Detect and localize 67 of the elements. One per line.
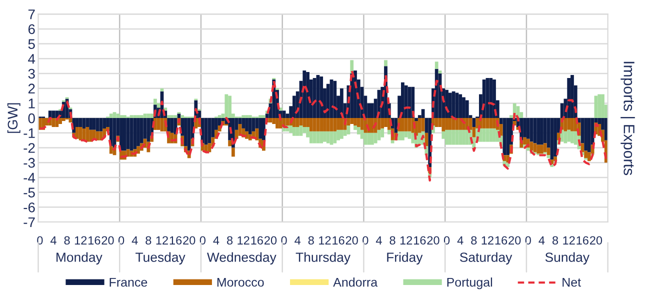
- y-tick-label: -1: [24, 128, 35, 138]
- x-tick-label: 12: [156, 236, 168, 244]
- x-tick-label: 0: [37, 236, 43, 245]
- text: Monday: [56, 252, 102, 265]
- x-tick-label: 16: [332, 236, 344, 245]
- x-tick-label: 8: [308, 236, 314, 245]
- text: Tuesday: [136, 252, 186, 265]
- y-tick-label: 6: [28, 24, 35, 34]
- x-tick-label: 16: [495, 236, 508, 245]
- legend-label: Andorra: [333, 278, 378, 287]
- x-tick-label: 8: [146, 236, 152, 245]
- x-tick-label: 12: [74, 236, 87, 244]
- x-tick-label: 8: [390, 236, 396, 245]
- x-tick-label: 4: [376, 236, 382, 244]
- x-tick-label: 16: [576, 236, 588, 245]
- x-tick-label: 8: [471, 236, 477, 245]
- x-tick-label: 4: [213, 236, 220, 244]
- y-tick-label: -5: [24, 188, 35, 198]
- x-tick-label: 20: [427, 236, 440, 245]
- text: Saturday: [460, 252, 512, 265]
- y-tick-label: -2: [24, 143, 35, 153]
- x-tick-label: 20: [264, 236, 277, 245]
- y-tick-label: 2: [28, 84, 35, 94]
- legend-label: Morocco: [217, 278, 264, 287]
- y-tick-label: 3: [28, 68, 35, 79]
- legend-label: France: [110, 278, 148, 287]
- x-tick-label: 20: [346, 236, 358, 245]
- y-tick-label: 1: [28, 98, 35, 108]
- x-tick-label: 4: [538, 236, 545, 244]
- text: Wednesday: [206, 252, 276, 265]
- text: Friday: [387, 252, 423, 265]
- x-tick-label: 8: [64, 236, 70, 245]
- x-tick-label: 20: [508, 236, 521, 245]
- x-tick-label: 0: [281, 236, 287, 245]
- y-tick-label: -4: [24, 172, 36, 182]
- y-tick-label: 4: [28, 54, 36, 64]
- y-tick-label: 7: [28, 10, 35, 20]
- y-tick-label: -3: [24, 158, 35, 168]
- x-tick-label: 16: [88, 236, 100, 245]
- x-tick-label: 20: [590, 236, 602, 245]
- x-tick-label: 12: [482, 236, 494, 244]
- y-tick-label: 0: [28, 113, 35, 124]
- text: Sunday: [545, 252, 590, 265]
- y-tick-label: -7: [24, 217, 35, 228]
- x-tick-label: 20: [102, 236, 114, 245]
- x-tick-label: 12: [400, 236, 412, 244]
- x-tick-label: 8: [227, 236, 233, 245]
- legend-label: Portugal: [447, 278, 492, 290]
- x-tick-label: 4: [457, 236, 464, 244]
- y-axis-title: [GW]: [7, 103, 20, 133]
- x-tick-label: 0: [362, 236, 368, 245]
- y2-axis-title: Imports | Exports: [620, 62, 635, 176]
- x-tick-label: 8: [552, 236, 558, 245]
- x-tick-label: 4: [50, 236, 56, 244]
- x-tick-label: 20: [183, 236, 196, 245]
- x-tick-label: 12: [238, 236, 250, 244]
- text: Thursday: [296, 252, 351, 265]
- y-tick-label: -6: [24, 202, 35, 212]
- x-tick-label: 16: [251, 236, 263, 245]
- x-tick-label: 16: [414, 236, 426, 245]
- legend-label: Net: [562, 278, 581, 287]
- x-tick-label: 4: [294, 236, 301, 244]
- x-tick-label: 12: [563, 236, 575, 244]
- x-tick-label: 4: [132, 236, 138, 244]
- x-tick-label: 12: [319, 236, 331, 244]
- x-tick-label: 16: [170, 236, 182, 245]
- y-tick-label: 5: [28, 39, 35, 49]
